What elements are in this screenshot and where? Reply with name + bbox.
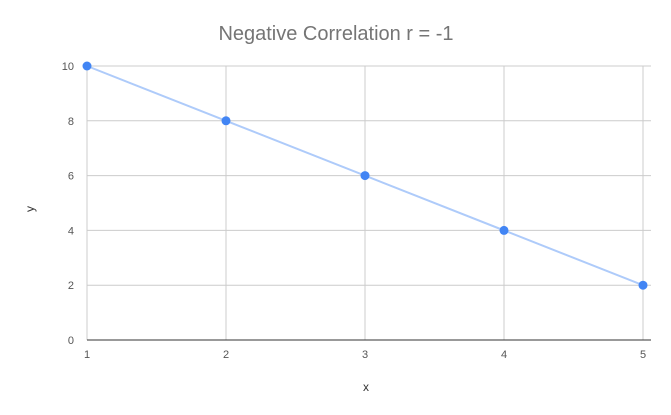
data-point bbox=[638, 280, 648, 290]
y-axis-label: y bbox=[23, 206, 37, 212]
x-axis-label: x bbox=[363, 380, 369, 394]
x-tick-label: 2 bbox=[223, 349, 229, 361]
data-points bbox=[82, 61, 648, 290]
y-tick-label: 4 bbox=[68, 225, 74, 237]
y-tick-label: 10 bbox=[62, 61, 74, 73]
data-point bbox=[82, 61, 92, 71]
x-tick-label: 5 bbox=[640, 349, 646, 361]
y-tick-label: 0 bbox=[68, 335, 74, 347]
data-point bbox=[221, 116, 231, 126]
y-tick-label: 2 bbox=[68, 280, 74, 292]
y-tick-label: 6 bbox=[68, 171, 74, 183]
x-tick-label: 4 bbox=[501, 349, 507, 361]
grid-lines bbox=[86, 65, 651, 340]
x-tick-label: 1 bbox=[84, 349, 90, 361]
y-tick-label: 8 bbox=[68, 116, 74, 128]
data-point bbox=[499, 225, 509, 235]
x-tick-label: 3 bbox=[362, 349, 368, 361]
chart-title: Negative Correlation r = -1 bbox=[218, 23, 453, 45]
data-point bbox=[360, 171, 370, 181]
